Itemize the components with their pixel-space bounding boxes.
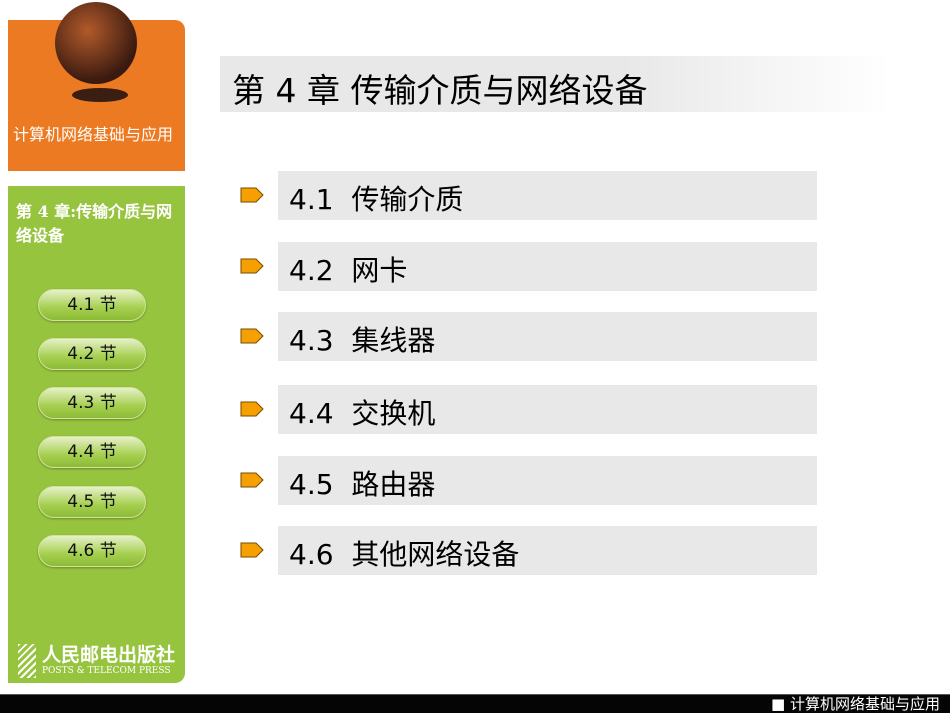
topic-item[interactable]: 4.3 集线器: [278, 312, 817, 361]
publisher-name-en: POSTS & TELECOM PRESS: [42, 666, 171, 676]
bullet-arrow-icon: [240, 258, 264, 274]
slide-title: 第 4 章 传输介质与网络设备: [232, 71, 648, 110]
section-button-4-2[interactable]: 4.2 节: [38, 338, 146, 370]
chapter-title: 第 4 章:传输介质与网络设备: [16, 202, 173, 245]
topic-label: 4.4 交换机: [289, 397, 436, 430]
topic-label: 4.2 网卡: [289, 254, 408, 287]
footer-bar: ■ 计算机网络基础与应用: [0, 694, 950, 713]
topic-label: 4.6 其他网络设备: [289, 538, 520, 571]
bullet-arrow-icon: [240, 401, 264, 417]
footer-text: ■ 计算机网络基础与应用: [771, 695, 940, 713]
bullet-arrow-icon: [240, 187, 264, 203]
topic-label: 4.1 传输介质: [289, 183, 464, 216]
slide-title-bar: 第 4 章 传输介质与网络设备: [220, 56, 890, 112]
section-button-4-5[interactable]: 4.5 节: [38, 486, 146, 518]
topic-label: 4.3 集线器: [289, 324, 436, 357]
bullet-arrow-icon: [240, 328, 264, 344]
publisher-name-cn: 人民邮电出版社: [42, 644, 176, 666]
bullet-arrow-icon: [240, 542, 264, 558]
section-button-4-3[interactable]: 4.3 节: [38, 387, 146, 419]
topic-label: 4.5 路由器: [289, 468, 436, 501]
topic-item[interactable]: 4.5 路由器: [278, 456, 817, 505]
globe-icon: [55, 2, 137, 84]
section-button-4-6[interactable]: 4.6 节: [38, 535, 146, 567]
topic-item[interactable]: 4.4 交换机: [278, 385, 817, 434]
globe-stand: [72, 88, 128, 102]
bullet-arrow-icon: [240, 472, 264, 488]
topic-item[interactable]: 4.2 网卡: [278, 242, 817, 291]
chapter-nav-panel: [8, 186, 185, 683]
course-title: 计算机网络基础与应用: [13, 125, 174, 144]
section-button-4-4[interactable]: 4.4 节: [38, 436, 146, 468]
publisher-logo-mark-icon: [18, 644, 36, 678]
topic-item[interactable]: 4.6 其他网络设备: [278, 526, 817, 575]
section-button-4-1[interactable]: 4.1 节: [38, 289, 146, 321]
topic-item[interactable]: 4.1 传输介质: [278, 171, 817, 220]
